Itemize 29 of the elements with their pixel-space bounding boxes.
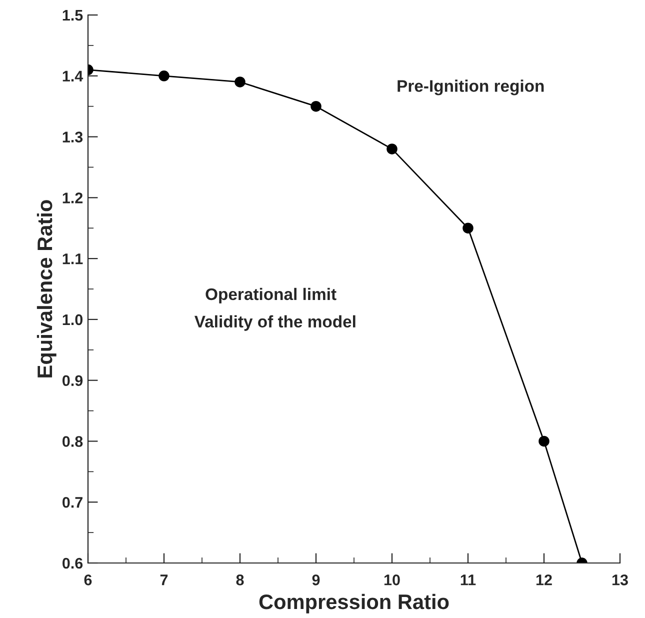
- annotation: Validity of the model: [194, 315, 356, 331]
- point: [158, 70, 170, 82]
- y-axis-title: Equivalence Ratio: [36, 200, 56, 378]
- y-tick-label: 1.1: [62, 254, 83, 264]
- y-tick-label: 1.2: [62, 192, 83, 204]
- y-tick-label: 1.4: [62, 70, 84, 82]
- x-tick-label: 12: [536, 574, 552, 586]
- y-tick-label: 1.0: [62, 314, 83, 326]
- x-tick-label: 9: [312, 574, 320, 586]
- annotation: Operational limit: [206, 288, 336, 304]
- x-tick-label: 8: [236, 574, 244, 586]
- x-tick-label: 7: [160, 574, 168, 586]
- y-tick-label: 0.9: [62, 375, 83, 386]
- x-tick-label: 11: [460, 574, 476, 586]
- y-tick-label: 0.7: [62, 496, 82, 508]
- point: [234, 76, 246, 88]
- annotation: Pre-Ignition region: [398, 80, 544, 96]
- point: [386, 144, 398, 154]
- y-tick-label: 1.3: [62, 132, 83, 142]
- y-tick-label: 1.5: [62, 10, 83, 21]
- y-tick-label: 0.8: [62, 436, 83, 447]
- x-axis-title: Compression Ratio: [259, 594, 449, 614]
- x-tick-label: 6: [84, 574, 92, 586]
- point: [310, 100, 322, 112]
- x-tick-label: 13: [612, 574, 628, 586]
- x-tick-label: 10: [384, 574, 400, 586]
- point: [538, 436, 550, 447]
- y-tick-label: 0.6: [62, 558, 83, 569]
- point: [462, 222, 474, 234]
